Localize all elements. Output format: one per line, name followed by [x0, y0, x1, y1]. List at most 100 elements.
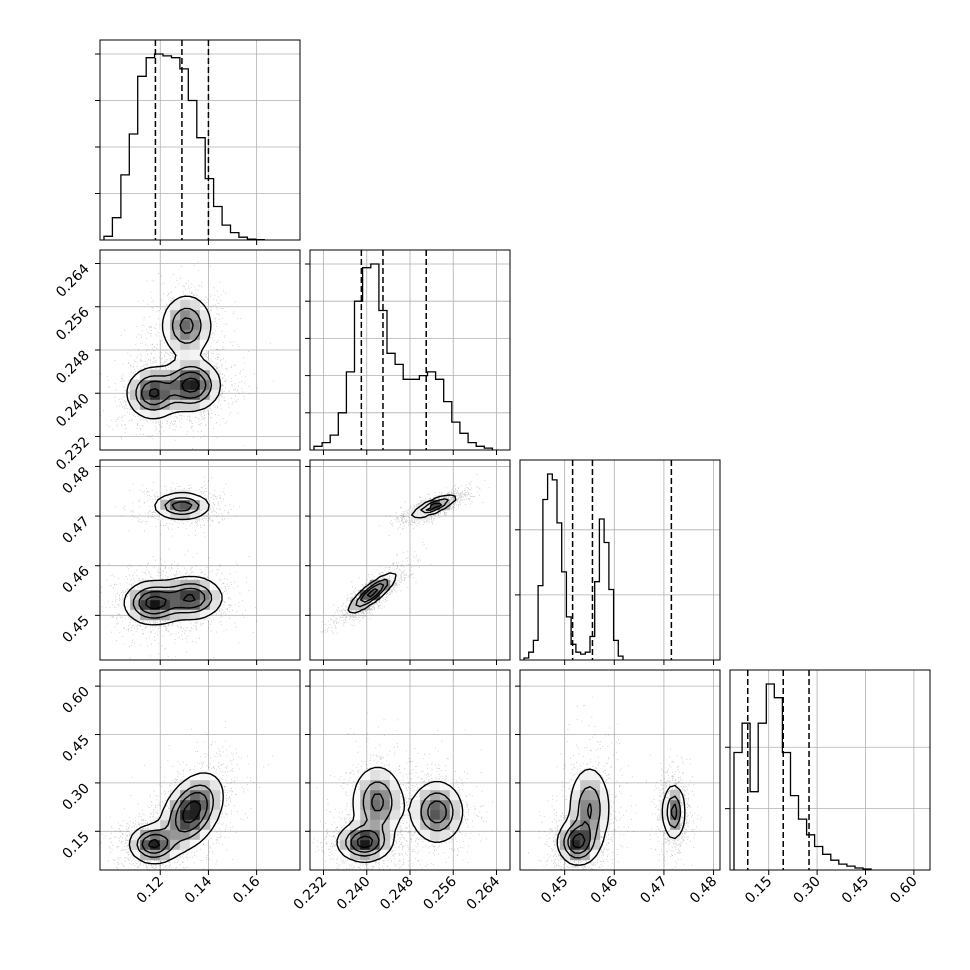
contour-level-0: [126, 295, 222, 420]
density-cells: [199, 769, 211, 781]
density-cells: [339, 789, 421, 861]
y-tick-label: 0.240: [53, 391, 93, 431]
density-layer: [100, 720, 274, 870]
density-cells: [349, 809, 361, 821]
density-cells: [389, 569, 401, 581]
density-cells: [169, 849, 181, 861]
contour-level-2: [141, 792, 208, 854]
x-tick-label: 0.60: [887, 874, 920, 907]
density-cells: [169, 829, 181, 841]
panel-border: [99, 249, 301, 451]
panel-border: [99, 669, 301, 871]
panel-layer: 0.12 0.14 0.16 0.232 0.240 0.248 0.256 0.264 0.4…: [53, 39, 931, 914]
density-cells: [659, 819, 671, 831]
contour-level-3: [572, 833, 586, 849]
x-tick-label: 0.248: [377, 874, 417, 914]
density-cells: [189, 349, 201, 361]
y-tick-label: 0.45: [59, 732, 92, 765]
contour-level-2: [138, 501, 206, 615]
x-tick-label: 0.240: [334, 874, 374, 914]
contour-level-1: [136, 784, 214, 858]
scatter-panel-3-0: [95, 669, 301, 875]
contour-level-0: [128, 772, 224, 865]
density-cells: [169, 379, 181, 391]
density-cells: [159, 329, 171, 341]
contour-level-3: [356, 835, 374, 849]
contour-level-0: [336, 766, 464, 864]
y-tick-label: 0.256: [53, 304, 93, 344]
density-cells: [189, 299, 201, 311]
density-cells: [359, 769, 401, 831]
x-tick-label: 0.256: [420, 873, 460, 913]
density-cells: [129, 609, 141, 621]
y-tick-label: 0.15: [59, 829, 92, 862]
scatter-panel-3-2: [515, 669, 721, 875]
panel-border: [309, 669, 511, 871]
density-cells: [369, 809, 381, 821]
density-layer: [100, 261, 274, 450]
contour-level-3: [148, 377, 200, 398]
y-tick-label: 0.264: [53, 261, 93, 301]
density-layer: [310, 712, 493, 870]
density-cells: [209, 599, 221, 611]
x-tick-label: 0.15: [742, 874, 775, 907]
density-cells: [179, 839, 191, 851]
density-cells: [199, 789, 211, 801]
contour-level-0: [347, 494, 457, 614]
panel-border: [519, 669, 721, 871]
contour-level-1: [355, 498, 449, 608]
y-tick-label: 0.45: [59, 613, 92, 646]
contour-level-0: [556, 768, 686, 866]
density-cells: [169, 609, 181, 621]
scatter-panel-2-1: [305, 459, 511, 665]
y-tick-label: 0.30: [59, 780, 92, 813]
x-tick-label: 0.264: [464, 873, 504, 913]
density-cells: [209, 789, 221, 801]
x-tick-label: 0.16: [230, 873, 263, 906]
density-cells: [179, 329, 191, 341]
contour-level-1: [135, 307, 213, 411]
x-tick-label: 0.30: [791, 874, 824, 907]
contour-level-1: [563, 786, 682, 859]
density-cells: [369, 769, 381, 781]
histogram-panel-0: [95, 39, 301, 245]
density-cells: [199, 579, 211, 591]
density-cells: [199, 829, 211, 841]
x-tick-label: 0.48: [687, 874, 720, 907]
contour-level-0: [123, 491, 223, 626]
density-cells: [349, 799, 361, 811]
density-cells: [429, 809, 441, 821]
y-tick-label: 0.60: [59, 684, 92, 717]
density-cells: [179, 609, 191, 621]
density-cells: [149, 579, 171, 591]
density-cells: [179, 349, 191, 361]
panel-border: [519, 459, 721, 661]
density-cells: [149, 849, 161, 861]
y-tick-label: 0.232: [53, 434, 93, 474]
panel-border: [309, 459, 511, 661]
panel-border: [309, 249, 511, 451]
histogram-step-2: [523, 473, 624, 660]
histogram-panel-3: [725, 669, 931, 875]
density-cells: [359, 819, 371, 831]
y-tick-label: 0.46: [59, 563, 92, 596]
x-tick-label: 0.45: [538, 874, 571, 907]
x-tick-label: 0.47: [637, 874, 670, 907]
density-cells: [209, 779, 221, 791]
density-cells: [569, 839, 581, 851]
histogram-step-3: [733, 683, 872, 870]
density-cells: [149, 369, 161, 381]
density-cells: [419, 789, 431, 801]
density-layer: [100, 476, 258, 659]
density-cells: [179, 809, 191, 821]
x-tick-label: 0.45: [839, 874, 872, 907]
scatter-panel-3-1: [305, 669, 511, 875]
density-layer: [319, 474, 490, 635]
contour-level-2: [360, 502, 442, 603]
contour-level-2: [350, 793, 447, 853]
x-tick-label: 0.12: [134, 874, 167, 907]
density-cells: [589, 779, 601, 791]
scatter-panel-2-0: [95, 459, 301, 665]
x-tick-label: 0.46: [588, 873, 621, 906]
